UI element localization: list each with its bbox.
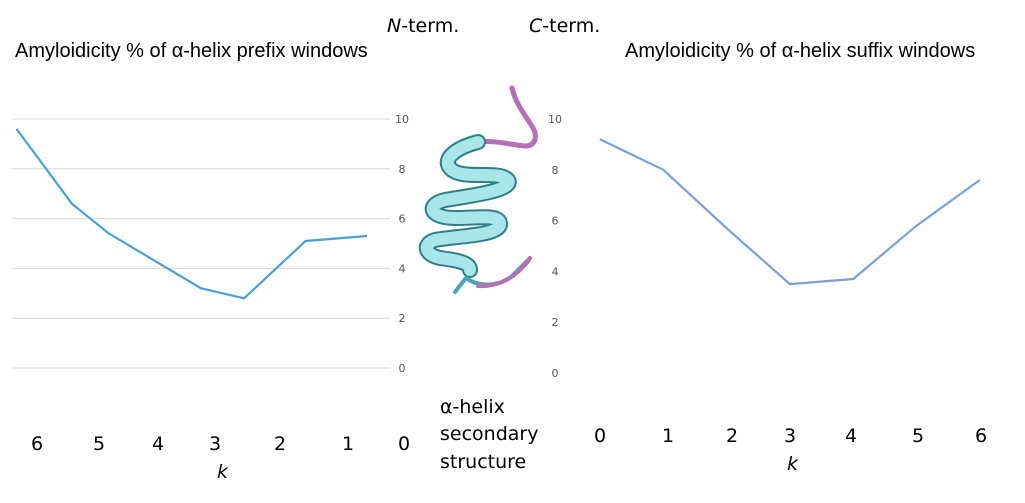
right-y-ticks: 10 8 6 4 2 0: [548, 113, 562, 380]
right-x-tick-label: 0: [594, 425, 606, 447]
c-term-letter: C: [529, 15, 543, 37]
left-grid: [12, 118, 390, 369]
right-x-tick-label: 3: [784, 425, 796, 447]
left-chart-title: Amyloidicity % of α-helix prefix windows: [15, 40, 368, 62]
right-y-tick-label: 4: [552, 265, 559, 278]
right-x-tick-label: 1: [662, 425, 674, 447]
left-y-tick-label: 6: [399, 213, 406, 226]
right-y-tick-label: 0: [552, 367, 559, 380]
left-x-tick-label: 1: [342, 433, 354, 455]
left-x-tick-label: 6: [31, 433, 43, 455]
c-term-rest: -term.: [542, 15, 600, 37]
left-x-tick-label: 3: [209, 433, 221, 455]
helix-ribbon: [420, 136, 515, 276]
right-y-tick-label: 10: [548, 113, 562, 126]
caption-line-1: α-helix: [440, 396, 505, 418]
left-x-tick-label: 5: [93, 433, 105, 455]
right-y-tick-label: 6: [552, 215, 559, 228]
n-term-rest: -term.: [401, 15, 459, 37]
right-y-tick-label: 8: [552, 164, 559, 177]
left-y-tick-label: 0: [399, 362, 406, 375]
helix-top-loop: [475, 85, 538, 149]
helix-bottom-loop: [476, 256, 532, 289]
left-x-tick-label: 4: [152, 433, 164, 455]
caption-line-2: secondary: [440, 423, 538, 445]
left-y-tick-label: 2: [399, 312, 406, 325]
left-x-tick-label: 0: [398, 433, 410, 455]
left-x-axis-label: k: [217, 461, 229, 483]
caption-line-3: structure: [440, 451, 526, 473]
left-y-ticks: 10 8 6 4 2 0: [395, 113, 409, 375]
alpha-helix-illustration: [418, 85, 538, 294]
right-x-ticks: 0 1 2 3 4 5 6: [594, 425, 987, 447]
right-x-tick-label: 6: [975, 425, 987, 447]
left-y-tick-label: 4: [399, 262, 406, 275]
right-x-axis-label: k: [787, 453, 799, 475]
right-x-tick-label: 5: [912, 425, 924, 447]
n-term-label: N-term.: [387, 15, 459, 37]
right-series-line: [599, 138, 981, 286]
right-x-tick-label: 4: [845, 425, 857, 447]
n-term-letter: N: [387, 15, 401, 37]
c-term-label: C-term.: [529, 15, 600, 37]
left-x-tick-label: 2: [274, 433, 286, 455]
left-y-tick-label: 10: [395, 113, 409, 126]
left-x-ticks: 6 5 4 3 2 1 0: [31, 433, 410, 455]
left-y-tick-label: 8: [399, 163, 406, 176]
right-x-tick-label: 2: [726, 425, 738, 447]
left-series-line: [15, 128, 368, 300]
right-chart-title: Amyloidicity % of α-helix suffix windows: [625, 40, 975, 62]
right-y-tick-label: 2: [552, 316, 559, 329]
right-chart: 10 8 6 4 2 0 0 1 2 3 4 5 6 k: [548, 113, 987, 475]
